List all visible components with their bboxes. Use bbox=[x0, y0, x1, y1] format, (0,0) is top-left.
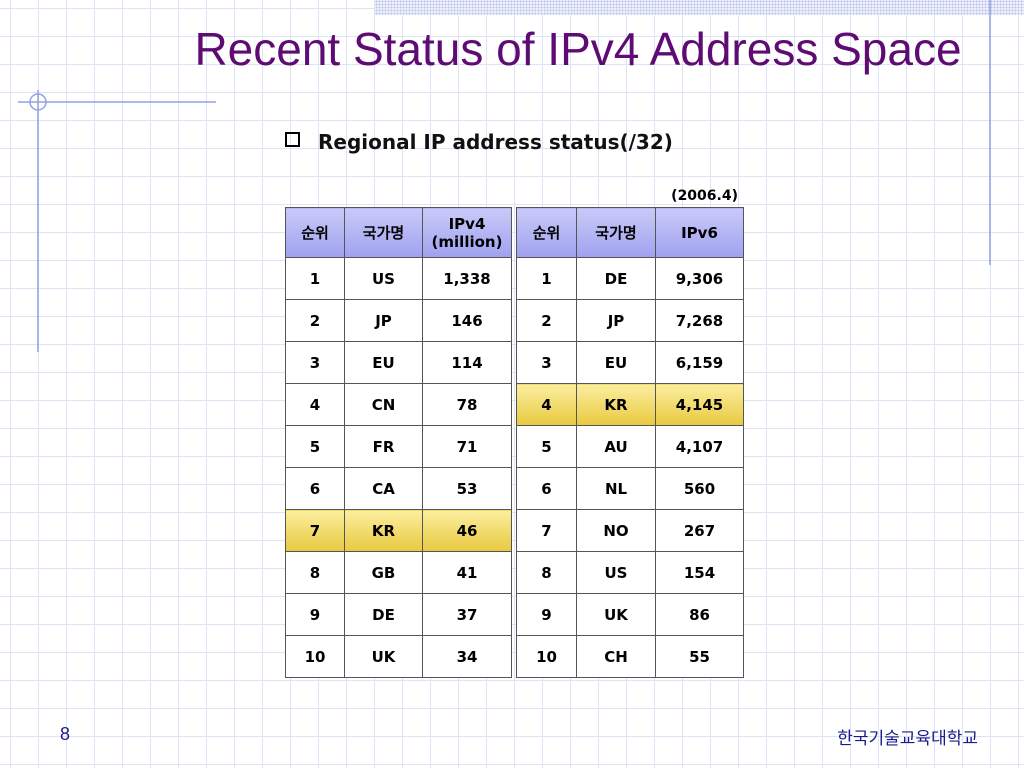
row: 3 EU 6,159 bbox=[516, 341, 744, 384]
cell: KR bbox=[576, 383, 656, 426]
row: 2 JP 7,268 bbox=[516, 299, 744, 342]
header-cell: 국가명 bbox=[576, 207, 656, 258]
cell: 267 bbox=[655, 509, 744, 552]
cell: 37 bbox=[422, 593, 512, 636]
row: 6 CA 53 bbox=[285, 467, 512, 510]
cell: GB bbox=[344, 551, 423, 594]
cell: 8 bbox=[285, 551, 345, 594]
cell: 9 bbox=[516, 593, 577, 636]
footer: 한국기술교육대학교 bbox=[837, 729, 978, 749]
cell: 55 bbox=[655, 635, 744, 678]
cell: 7,268 bbox=[655, 299, 744, 342]
cell: NO bbox=[576, 509, 656, 552]
row: 3 EU 114 bbox=[285, 341, 512, 384]
cell: 34 bbox=[422, 635, 512, 678]
title: Recent Status of IPv4 Address Space bbox=[194, 23, 962, 75]
cell: 1 bbox=[516, 257, 577, 300]
cell: 2 bbox=[516, 299, 577, 342]
cell: JP bbox=[576, 299, 656, 342]
row: 9 DE 37 bbox=[285, 593, 512, 636]
cell: DE bbox=[344, 593, 423, 636]
cell: 71 bbox=[422, 425, 512, 468]
cell: EU bbox=[344, 341, 423, 384]
page-number: 8 bbox=[60, 724, 71, 744]
cell: 41 bbox=[422, 551, 512, 594]
row: 10 CH 55 bbox=[516, 635, 744, 678]
cell: 4,107 bbox=[655, 425, 744, 468]
subtitle-text: Regional IP address status(/32) bbox=[318, 130, 673, 154]
header-cell: IPv6 bbox=[655, 207, 744, 258]
cell: FR bbox=[344, 425, 423, 468]
cell: 10 bbox=[285, 635, 345, 678]
row: 4 KR 4,145 bbox=[516, 383, 744, 426]
cell: 8 bbox=[516, 551, 577, 594]
cell: 7 bbox=[285, 509, 345, 552]
header-cell: IPv4 (million) bbox=[422, 207, 512, 258]
cell: 53 bbox=[422, 467, 512, 510]
cell: 154 bbox=[655, 551, 744, 594]
row: 9 UK 86 bbox=[516, 593, 744, 636]
cell: US bbox=[576, 551, 656, 594]
header-row: 순위 국가명 IPv4 (million) bbox=[285, 207, 512, 258]
cell: 4 bbox=[285, 383, 345, 426]
cell: CN bbox=[344, 383, 423, 426]
row: 8 US 154 bbox=[516, 551, 744, 594]
row: 10 UK 34 bbox=[285, 635, 512, 678]
header-cell: 국가명 bbox=[344, 207, 423, 258]
cell: 9,306 bbox=[655, 257, 744, 300]
subtitle: Regional IP address status(/32) bbox=[285, 130, 673, 154]
row: 1 US 1,338 bbox=[285, 257, 512, 300]
row: 7 NO 267 bbox=[516, 509, 744, 552]
cell: AU bbox=[576, 425, 656, 468]
decor-band bbox=[375, 0, 1024, 15]
cell: KR bbox=[344, 509, 423, 552]
row: 8 GB 41 bbox=[285, 551, 512, 594]
row: 5 AU 4,107 bbox=[516, 425, 744, 468]
row: 1 DE 9,306 bbox=[516, 257, 744, 300]
cell: NL bbox=[576, 467, 656, 510]
row: 5 FR 71 bbox=[285, 425, 512, 468]
cell: US bbox=[344, 257, 423, 300]
cell: UK bbox=[576, 593, 656, 636]
cell: 10 bbox=[516, 635, 577, 678]
cell: CA bbox=[344, 467, 423, 510]
cell: EU bbox=[576, 341, 656, 384]
cell: 3 bbox=[285, 341, 345, 384]
cell: 146 bbox=[422, 299, 512, 342]
header-row: 순위 국가명 IPv6 bbox=[516, 207, 744, 258]
cell: 114 bbox=[422, 341, 512, 384]
ipv6-table: 순위 국가명 IPv6 1 DE 9,306 2 JP 7,268 3 EU 6,159 4 KR 4,14… bbox=[516, 207, 744, 678]
row: 7 KR 46 bbox=[285, 509, 512, 552]
cell: 6,159 bbox=[655, 341, 744, 384]
cell: DE bbox=[576, 257, 656, 300]
cell: 4 bbox=[516, 383, 577, 426]
cell: 86 bbox=[655, 593, 744, 636]
cell: CH bbox=[576, 635, 656, 678]
row: 4 CN 78 bbox=[285, 383, 512, 426]
row: 2 JP 146 bbox=[285, 299, 512, 342]
cell: 1 bbox=[285, 257, 345, 300]
cell: 78 bbox=[422, 383, 512, 426]
row: 6 NL 560 bbox=[516, 467, 744, 510]
ipv4-table: 순위 국가명 IPv4 (million) 1 US 1,338 2 JP 146 3 EU 114 4… bbox=[285, 207, 512, 678]
cell: 9 bbox=[285, 593, 345, 636]
cell: 560 bbox=[655, 467, 744, 510]
cell: 5 bbox=[516, 425, 577, 468]
cell: UK bbox=[344, 635, 423, 678]
cell: 4,145 bbox=[655, 383, 744, 426]
cell: 6 bbox=[285, 467, 345, 510]
cell: 1,338 bbox=[422, 257, 512, 300]
cell: 46 bbox=[422, 509, 512, 552]
cell: 6 bbox=[516, 467, 577, 510]
cell: 3 bbox=[516, 341, 577, 384]
cell: 7 bbox=[516, 509, 577, 552]
cell: 5 bbox=[285, 425, 345, 468]
cell: 2 bbox=[285, 299, 345, 342]
cell: JP bbox=[344, 299, 423, 342]
header-cell: 순위 bbox=[285, 207, 345, 258]
date-note: (2006.4) bbox=[671, 188, 738, 204]
header-cell: 순위 bbox=[516, 207, 577, 258]
